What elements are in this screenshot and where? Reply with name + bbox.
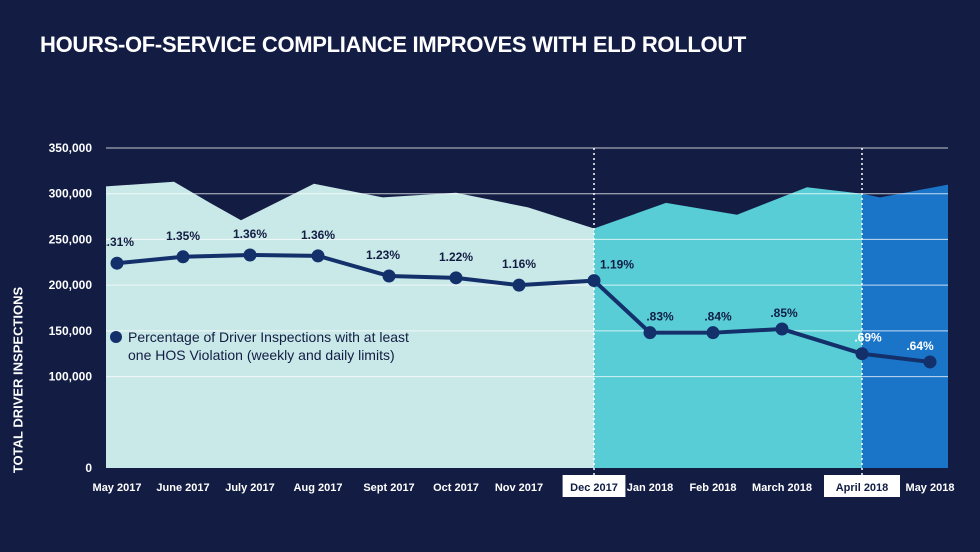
data-label: 1.19% <box>600 258 634 272</box>
x-tick-label: July 2017 <box>225 482 275 494</box>
x-tick-label: May 2018 <box>906 482 955 494</box>
data-point <box>176 250 190 264</box>
data-point <box>855 347 869 361</box>
x-tick-label: April 2018 <box>836 482 889 494</box>
legend-text-line2: one HOS Violation (weekly and daily limi… <box>128 347 395 363</box>
y-tick-label: 200,000 <box>49 278 93 292</box>
data-label: 1.31% <box>100 235 134 249</box>
area-2017 <box>106 181 594 469</box>
y-tick-label: 150,000 <box>49 324 93 338</box>
area-eld-full <box>862 184 948 468</box>
data-label: 1.16% <box>502 257 536 271</box>
x-tick-label: March 2018 <box>752 482 812 494</box>
legend: Percentage of Driver Inspections with at… <box>110 329 409 363</box>
data-point <box>706 326 720 340</box>
data-point <box>587 274 601 288</box>
y-tick-label: 350,000 <box>49 141 93 155</box>
data-point <box>512 278 526 292</box>
chart-title: HOURS-OF-SERVICE COMPLIANCE IMPROVES WIT… <box>40 32 747 57</box>
data-label: 1.36% <box>233 227 267 241</box>
x-tick-label: May 2017 <box>93 482 142 494</box>
x-tick-label: Jan 2018 <box>627 482 673 494</box>
data-point <box>643 326 657 340</box>
data-label: .85% <box>770 306 798 320</box>
y-tick-label: 0 <box>85 461 92 475</box>
x-tick-highlight <box>562 475 626 497</box>
data-label: .83% <box>646 310 674 324</box>
x-tick-label: Oct 2017 <box>433 482 479 494</box>
x-tick-label: Aug 2017 <box>294 482 343 494</box>
series-line-layer: 1.31% 1.35% 1.36% 1.36% 1.23% 1.22% 1.16% 1.19%… <box>100 227 937 369</box>
y-tick-label: 300,000 <box>49 187 93 201</box>
data-point <box>382 269 396 283</box>
data-label: 1.35% <box>166 229 200 243</box>
y-tick-label: 100,000 <box>49 370 93 384</box>
data-point <box>923 355 937 369</box>
x-tick-label: Feb 2018 <box>689 482 736 494</box>
data-label: .84% <box>704 310 732 324</box>
data-point <box>110 256 124 270</box>
x-tick-layer: May 2017 June 2017 July 2017 Aug 2017 Sept 2… <box>93 475 955 497</box>
data-label: 1.23% <box>366 248 400 262</box>
data-label: 1.22% <box>439 250 473 264</box>
x-tick-highlight <box>824 475 900 497</box>
legend-marker <box>110 331 122 343</box>
data-point <box>243 248 257 262</box>
y-tick-layer: 0 100,000 150,000 200,000 250,000 300,000 350,… <box>49 141 93 475</box>
data-label: .69% <box>854 331 882 345</box>
data-point <box>311 249 325 263</box>
legend-text-line1: Percentage of Driver Inspections with at… <box>128 329 409 345</box>
data-label: 1.36% <box>301 228 335 242</box>
area-eld-phase-in <box>594 187 862 469</box>
x-tick-label: June 2017 <box>156 482 209 494</box>
x-tick-label: Sept 2017 <box>363 482 414 494</box>
x-tick-label: Dec 2017 <box>570 482 618 494</box>
x-tick-label: Nov 2017 <box>495 482 543 494</box>
data-label: .64% <box>906 339 934 353</box>
area-layer <box>106 181 948 469</box>
data-point <box>449 271 463 285</box>
data-point <box>775 322 789 336</box>
y-tick-label: 250,000 <box>49 232 93 246</box>
